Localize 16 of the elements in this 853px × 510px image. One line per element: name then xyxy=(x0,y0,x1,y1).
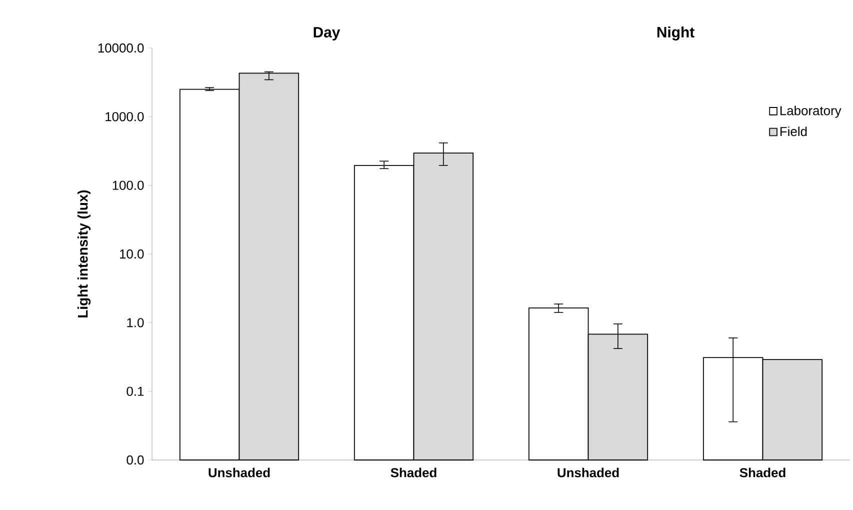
text: Day xyxy=(314,27,340,40)
y-tick-label: 1000.0 xyxy=(106,112,144,122)
y-tick-label: 100.0 xyxy=(112,180,144,190)
y-tick-label: 1.0 xyxy=(127,318,144,328)
x-tick-label: Shaded xyxy=(390,468,436,478)
x-tick-label: Shaded xyxy=(740,468,786,478)
text: Night xyxy=(657,26,694,40)
y-tick-label: 10000.0 xyxy=(98,43,144,53)
legend-label: Laboratory xyxy=(780,106,842,118)
x-tick-label: Unshaded xyxy=(558,468,619,478)
y-axis-title: Light intensity (lux) xyxy=(78,190,91,318)
x-tick-label: Unshaded xyxy=(208,468,270,478)
legend-label: Field xyxy=(780,126,807,136)
y-tick-label: 0.0 xyxy=(126,455,144,465)
y-tick-label: 10.0 xyxy=(120,249,144,259)
y-tick-label: 0.1 xyxy=(126,386,144,396)
